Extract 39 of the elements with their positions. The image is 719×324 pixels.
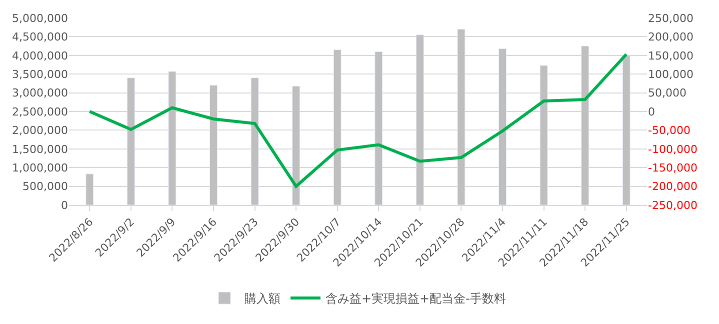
- y-tick-label: 3,500,000: [12, 68, 68, 81]
- y2-tick-label: 200,000: [648, 30, 694, 44]
- bar: [126, 78, 135, 205]
- y2-tick-label: -250,000: [648, 198, 698, 212]
- bar: [540, 65, 548, 205]
- y-tick-label: 1,500,000: [12, 142, 68, 156]
- y-tick-label: 2,000,000: [12, 124, 68, 138]
- y2-tick-label: 0: [648, 105, 655, 118]
- y2-tick-label: 100,000: [648, 68, 694, 81]
- bar: [333, 50, 342, 205]
- bar: [374, 51, 383, 205]
- y-tick-label: 2,500,000: [12, 105, 68, 118]
- y-tick-label: 4,000,000: [12, 49, 68, 62]
- bar: [581, 46, 590, 205]
- line-series: [88, 52, 628, 188]
- bar: [457, 28, 466, 205]
- y-tick-label: 0: [61, 198, 68, 212]
- y-tick-label: 500,000: [22, 180, 68, 194]
- y2-tick-label: -200,000: [648, 180, 698, 194]
- y2-tick-label: -50,000: [648, 124, 690, 138]
- y2-tick-label: 50,000: [648, 86, 686, 100]
- bar: [168, 71, 176, 205]
- y2-tick-label: 250,000: [648, 12, 694, 25]
- bar: [292, 86, 300, 205]
- y2-tick-label: -150,000: [648, 161, 698, 174]
- y2-tick-label: 150,000: [648, 49, 694, 62]
- bar: [86, 174, 94, 205]
- legend-label: 含み益+実現損益+配当金-手数料: [326, 292, 506, 306]
- legend-label: 購入額: [244, 292, 280, 306]
- bar: [250, 78, 259, 205]
- bar: [498, 48, 506, 205]
- y-tick-label: 5,000,000: [12, 12, 68, 25]
- bar: [210, 85, 218, 205]
- y-tick-label: 3,000,000: [12, 86, 68, 100]
- y-tick-label: 1,000,000: [12, 161, 68, 174]
- bar: [416, 34, 424, 205]
- y-tick-label: 4,500,000: [12, 30, 68, 44]
- y2-tick-label: -100,000: [648, 142, 698, 156]
- bar: [622, 55, 630, 205]
